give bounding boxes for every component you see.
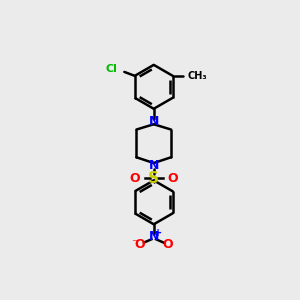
Text: CH₃: CH₃ — [187, 71, 207, 81]
Text: Cl: Cl — [106, 64, 117, 74]
Text: O: O — [130, 172, 140, 184]
Text: N: N — [148, 230, 159, 244]
Text: S: S — [148, 171, 159, 186]
Text: O: O — [162, 238, 173, 251]
Text: +: + — [154, 228, 162, 238]
Text: O: O — [167, 172, 178, 184]
Text: O: O — [135, 238, 145, 251]
Text: N: N — [148, 115, 159, 128]
Text: N: N — [148, 159, 159, 172]
Text: ⁻: ⁻ — [131, 237, 138, 250]
